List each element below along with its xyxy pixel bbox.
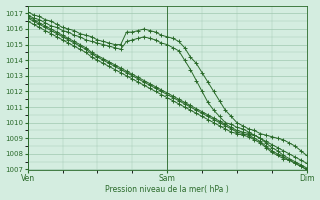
X-axis label: Pression niveau de la mer( hPa ): Pression niveau de la mer( hPa ) (105, 185, 229, 194)
